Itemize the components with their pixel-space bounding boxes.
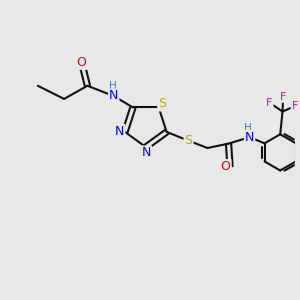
Text: F: F bbox=[280, 92, 286, 102]
Text: N: N bbox=[142, 146, 151, 159]
Text: H: H bbox=[109, 81, 117, 91]
Text: H: H bbox=[244, 123, 252, 133]
Text: O: O bbox=[221, 160, 231, 173]
Text: N: N bbox=[109, 89, 118, 103]
Text: S: S bbox=[158, 98, 166, 110]
Text: S: S bbox=[184, 134, 193, 147]
Text: F: F bbox=[292, 101, 298, 111]
Text: N: N bbox=[115, 125, 124, 138]
Text: F: F bbox=[266, 98, 273, 108]
Text: O: O bbox=[77, 56, 86, 69]
Text: N: N bbox=[245, 131, 254, 144]
